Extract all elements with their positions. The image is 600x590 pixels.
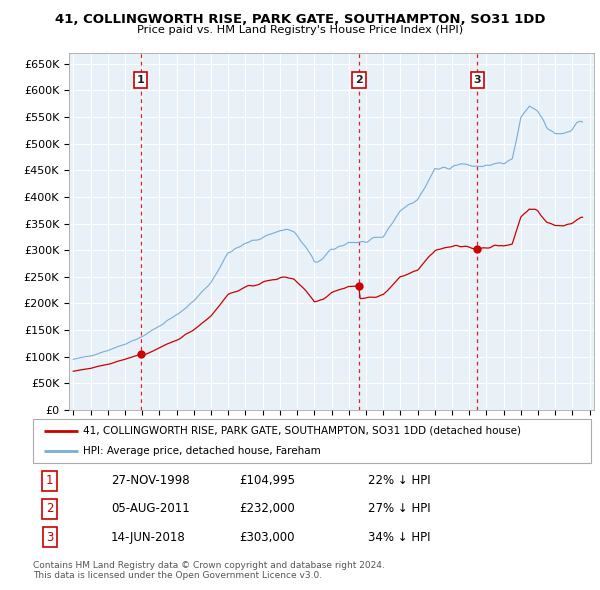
Text: 34% ↓ HPI: 34% ↓ HPI xyxy=(368,530,430,543)
Text: This data is licensed under the Open Government Licence v3.0.: This data is licensed under the Open Gov… xyxy=(33,571,322,580)
Text: HPI: Average price, detached house, Fareham: HPI: Average price, detached house, Fare… xyxy=(83,446,321,456)
Text: 3: 3 xyxy=(46,530,53,543)
Text: £232,000: £232,000 xyxy=(239,502,295,516)
Text: 22% ↓ HPI: 22% ↓ HPI xyxy=(368,474,430,487)
Text: 2: 2 xyxy=(355,75,363,85)
Text: 3: 3 xyxy=(473,75,481,85)
Text: Contains HM Land Registry data © Crown copyright and database right 2024.: Contains HM Land Registry data © Crown c… xyxy=(33,560,385,569)
Text: 41, COLLINGWORTH RISE, PARK GATE, SOUTHAMPTON, SO31 1DD: 41, COLLINGWORTH RISE, PARK GATE, SOUTHA… xyxy=(55,13,545,26)
Text: 1: 1 xyxy=(137,75,145,85)
Text: 14-JUN-2018: 14-JUN-2018 xyxy=(111,530,186,543)
FancyBboxPatch shape xyxy=(33,419,591,463)
Text: 2: 2 xyxy=(46,502,53,516)
Text: 1: 1 xyxy=(46,474,53,487)
Text: £303,000: £303,000 xyxy=(239,530,295,543)
Text: 05-AUG-2011: 05-AUG-2011 xyxy=(111,502,190,516)
Text: Price paid vs. HM Land Registry's House Price Index (HPI): Price paid vs. HM Land Registry's House … xyxy=(137,25,463,35)
Text: £104,995: £104,995 xyxy=(239,474,295,487)
Text: 41, COLLINGWORTH RISE, PARK GATE, SOUTHAMPTON, SO31 1DD (detached house): 41, COLLINGWORTH RISE, PARK GATE, SOUTHA… xyxy=(83,426,521,436)
Text: 27% ↓ HPI: 27% ↓ HPI xyxy=(368,502,430,516)
Text: 27-NOV-1998: 27-NOV-1998 xyxy=(111,474,190,487)
